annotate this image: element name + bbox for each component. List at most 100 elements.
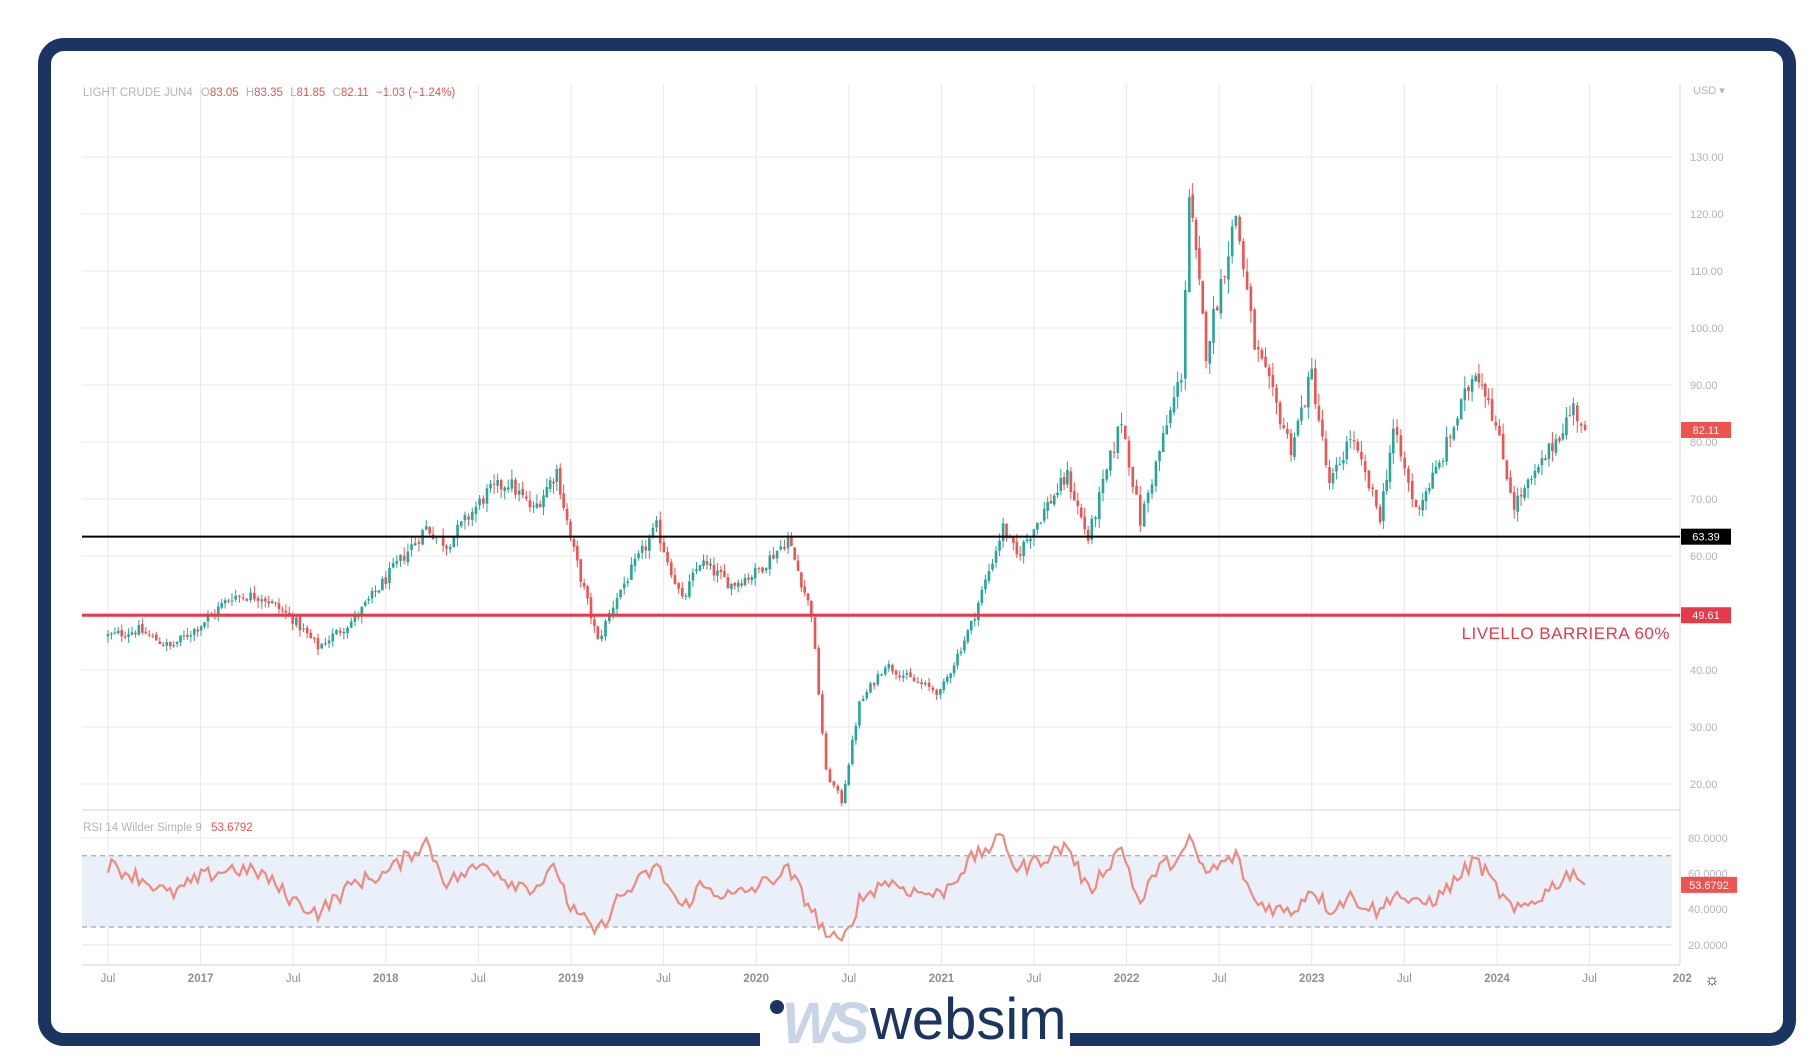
candle-body	[474, 506, 478, 514]
candle-body	[1407, 468, 1410, 483]
gear-icon: ☼	[1704, 970, 1720, 989]
rsi-axis-tick-label: 80.0000	[1688, 833, 1728, 845]
candle-body	[1059, 477, 1063, 491]
candle-body	[514, 479, 517, 495]
candle-body	[984, 579, 987, 590]
candle-body	[658, 519, 662, 544]
candle-body	[1086, 529, 1090, 541]
candle-body	[1097, 492, 1101, 519]
candle-body	[1363, 461, 1367, 473]
candle-body	[858, 701, 861, 726]
candle-body	[1046, 502, 1049, 511]
candle-body	[677, 583, 680, 589]
candle-body	[596, 626, 600, 639]
candle-body	[1090, 518, 1094, 540]
candle-body	[538, 503, 542, 507]
candle-body	[1317, 405, 1321, 421]
candle-body	[1438, 462, 1441, 468]
candle-body	[263, 598, 267, 602]
candle-body	[161, 644, 165, 646]
price-axis-tick-label: 60.00	[1690, 551, 1718, 563]
candle-body	[1079, 507, 1083, 518]
candle-body	[1256, 347, 1260, 350]
candle-body	[1042, 508, 1046, 521]
candle-body	[640, 545, 644, 553]
rsi-label: RSI 14 Wilder Simple 9	[83, 822, 202, 834]
candle-body	[496, 480, 499, 486]
ohlc-legend: LIGHT CRUDE JUN4 O83.05 H83.35 L81.85 C8…	[83, 87, 456, 99]
candle-body	[428, 527, 431, 534]
candle-body	[702, 560, 705, 566]
candle-body	[916, 681, 920, 683]
candle-body	[249, 592, 252, 601]
price-axis-tick-label: 30.00	[1690, 722, 1718, 734]
candle-body	[1032, 529, 1036, 538]
candle-body	[840, 790, 844, 804]
candle-body	[768, 555, 772, 570]
candle-body	[600, 635, 603, 640]
candle-body	[651, 527, 655, 538]
candle-body	[1391, 428, 1395, 454]
candle-body	[736, 582, 740, 587]
candle-body	[370, 590, 374, 599]
candle-body	[905, 672, 909, 675]
candle-body	[1001, 523, 1005, 541]
candle-body	[1540, 458, 1544, 466]
candle-body	[562, 493, 565, 508]
rsi-value: 53.6792	[211, 822, 253, 834]
candle-body	[1382, 491, 1385, 522]
candle-body	[750, 577, 754, 581]
candle-body	[935, 689, 938, 695]
candle-body	[1105, 469, 1108, 480]
last-price-tag-bg	[1681, 421, 1731, 438]
candle-body	[1342, 459, 1345, 464]
time-axis-tick-label: Jul	[1212, 973, 1227, 985]
candle-body	[199, 626, 203, 631]
candle-body	[1271, 375, 1275, 388]
candle-body	[626, 581, 630, 583]
candle-body	[945, 676, 949, 682]
candle-body	[1568, 415, 1572, 417]
price-axis-tick-label: 80.00	[1690, 437, 1718, 449]
candle-body	[1348, 439, 1352, 441]
candle-body	[994, 550, 998, 563]
candle-body	[270, 601, 274, 603]
candle-body	[1335, 464, 1338, 472]
candle-body	[894, 670, 898, 675]
candle-body	[106, 634, 110, 637]
candle-body	[1352, 440, 1356, 442]
candle-body	[295, 617, 298, 626]
candle-body	[865, 692, 869, 699]
candle-body	[172, 645, 175, 647]
currency-label: USD	[1693, 85, 1717, 97]
candle-body	[1289, 433, 1293, 456]
candle-body	[1463, 388, 1467, 401]
candle-body	[872, 682, 876, 686]
candle-body	[1328, 466, 1331, 483]
candle-body	[1356, 441, 1360, 451]
candle-body	[1452, 427, 1456, 440]
candle-body	[1278, 402, 1282, 425]
candle-body	[1253, 309, 1256, 350]
currency-selector[interactable]: USD ▾	[1693, 84, 1725, 97]
candle-body	[1428, 488, 1431, 491]
candle-body	[783, 546, 786, 550]
candle-body	[206, 615, 210, 622]
candle-body	[1310, 368, 1314, 380]
candle-body	[1142, 503, 1146, 527]
candle-body	[1176, 382, 1179, 397]
candle-body	[327, 640, 331, 644]
candle-body	[267, 601, 270, 604]
candle-body	[1403, 457, 1406, 469]
time-axis-tick-label: 202	[1673, 973, 1692, 985]
candle-body	[891, 665, 894, 672]
candle-body	[302, 628, 305, 630]
candle-body	[637, 553, 640, 559]
candle-body	[1066, 469, 1069, 485]
candle-body	[335, 630, 338, 635]
candle-body	[761, 567, 764, 572]
candle-body	[565, 508, 569, 521]
time-axis-tick-label: 2017	[188, 973, 214, 985]
candle-body	[1388, 452, 1392, 482]
